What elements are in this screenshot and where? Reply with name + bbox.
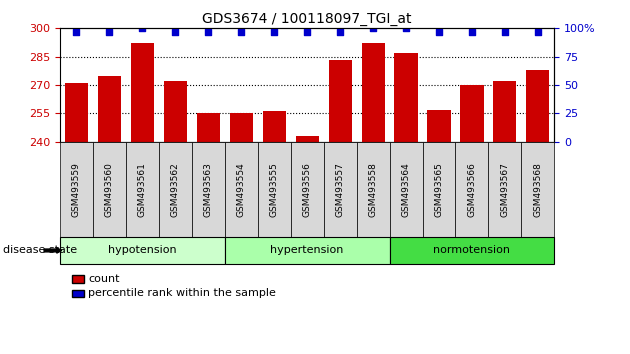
FancyBboxPatch shape — [60, 142, 93, 237]
Bar — [362, 44, 384, 142]
FancyBboxPatch shape — [126, 142, 159, 237]
Point — [269, 29, 279, 35]
Text: GSM493561: GSM493561 — [138, 162, 147, 217]
Point — [203, 29, 213, 35]
Text: GSM493567: GSM493567 — [500, 162, 510, 217]
Bar — [329, 61, 352, 142]
Bar — [164, 81, 186, 142]
Bar — [131, 44, 154, 142]
Point — [335, 29, 345, 35]
Text: GSM493556: GSM493556 — [302, 162, 312, 217]
Text: percentile rank within the sample: percentile rank within the sample — [88, 289, 276, 298]
Text: disease state: disease state — [3, 245, 77, 256]
Text: GSM493559: GSM493559 — [72, 162, 81, 217]
Text: GSM493554: GSM493554 — [237, 162, 246, 217]
FancyBboxPatch shape — [455, 142, 488, 237]
Point — [170, 29, 180, 35]
Text: GSM493558: GSM493558 — [369, 162, 377, 217]
Text: GSM493563: GSM493563 — [203, 162, 213, 217]
Point — [137, 25, 147, 31]
Point — [401, 25, 411, 31]
Text: GSM493565: GSM493565 — [435, 162, 444, 217]
Bar — [527, 70, 549, 142]
FancyBboxPatch shape — [423, 142, 455, 237]
FancyBboxPatch shape — [159, 142, 192, 237]
Point — [434, 29, 444, 35]
Title: GDS3674 / 100118097_TGI_at: GDS3674 / 100118097_TGI_at — [202, 12, 412, 26]
Bar — [394, 53, 418, 142]
Text: GSM493566: GSM493566 — [467, 162, 476, 217]
Bar — [461, 85, 483, 142]
Bar — [65, 83, 88, 142]
Point — [467, 29, 477, 35]
Point — [500, 29, 510, 35]
FancyBboxPatch shape — [389, 142, 423, 237]
Text: GSM493568: GSM493568 — [534, 162, 542, 217]
FancyBboxPatch shape — [290, 142, 324, 237]
Point — [302, 29, 312, 35]
Text: count: count — [88, 274, 120, 284]
Point — [105, 29, 115, 35]
Text: hypertension: hypertension — [270, 245, 344, 256]
Bar — [295, 136, 319, 142]
Text: GSM493560: GSM493560 — [105, 162, 114, 217]
Point — [533, 29, 543, 35]
Bar — [230, 113, 253, 142]
Text: GSM493555: GSM493555 — [270, 162, 278, 217]
Bar — [98, 75, 121, 142]
Text: GSM493564: GSM493564 — [401, 162, 411, 217]
FancyBboxPatch shape — [192, 142, 225, 237]
Text: GSM493557: GSM493557 — [336, 162, 345, 217]
FancyBboxPatch shape — [488, 142, 522, 237]
Point — [368, 25, 378, 31]
Bar — [428, 109, 450, 142]
FancyBboxPatch shape — [357, 142, 389, 237]
FancyBboxPatch shape — [93, 142, 126, 237]
Bar — [197, 113, 220, 142]
Bar — [263, 112, 285, 142]
FancyBboxPatch shape — [225, 237, 389, 264]
Point — [71, 29, 81, 35]
Text: hypotension: hypotension — [108, 245, 176, 256]
Text: GSM493562: GSM493562 — [171, 162, 180, 217]
FancyBboxPatch shape — [324, 142, 357, 237]
FancyBboxPatch shape — [60, 237, 225, 264]
Point — [236, 29, 246, 35]
Bar — [493, 81, 517, 142]
FancyBboxPatch shape — [522, 142, 554, 237]
FancyBboxPatch shape — [389, 237, 554, 264]
Text: normotension: normotension — [433, 245, 510, 256]
FancyBboxPatch shape — [225, 142, 258, 237]
FancyBboxPatch shape — [258, 142, 290, 237]
